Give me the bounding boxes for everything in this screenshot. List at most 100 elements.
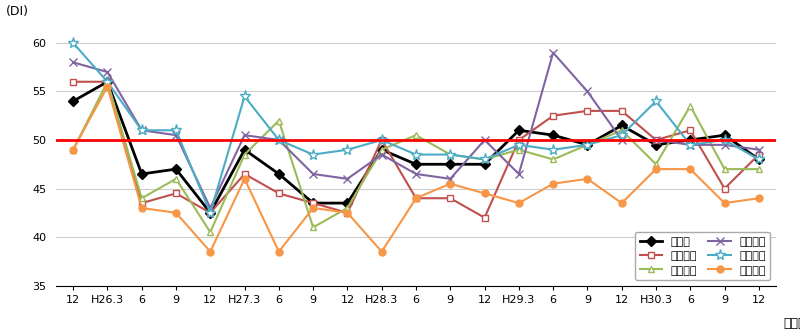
県北地域 xyxy=(480,216,490,220)
鹿行地域 xyxy=(171,133,181,137)
Line: 県全体: 県全体 xyxy=(70,78,762,216)
鹿行地域 xyxy=(377,153,386,157)
Text: (DI): (DI) xyxy=(6,5,29,18)
県西地域 xyxy=(686,167,695,171)
県南地域 xyxy=(171,128,181,132)
県全体 xyxy=(754,157,764,161)
県西地域 xyxy=(377,250,386,254)
県西地域 xyxy=(206,250,215,254)
県南地域 xyxy=(582,143,592,147)
県南地域 xyxy=(446,153,455,157)
鹿行地域 xyxy=(720,143,730,147)
県北地域 xyxy=(274,192,284,196)
県央地域 xyxy=(514,148,524,152)
県北地域 xyxy=(754,153,764,157)
県南地域 xyxy=(308,153,318,157)
鹿行地域 xyxy=(514,172,524,176)
県南地域 xyxy=(206,211,215,215)
県央地域 xyxy=(206,230,215,234)
県西地域 xyxy=(651,167,661,171)
県西地域 xyxy=(754,196,764,200)
県全体 xyxy=(548,133,558,137)
県北地域 xyxy=(720,186,730,191)
県央地域 xyxy=(342,206,352,210)
県西地域 xyxy=(342,211,352,215)
県全体 xyxy=(686,138,695,142)
県央地域 xyxy=(617,128,626,132)
Line: 県南地域: 県南地域 xyxy=(67,37,765,218)
県央地域 xyxy=(377,148,386,152)
県央地域 xyxy=(446,153,455,157)
県北地域 xyxy=(342,211,352,215)
県央地域 xyxy=(651,162,661,166)
県南地域 xyxy=(102,80,112,84)
鹿行地域 xyxy=(240,133,250,137)
Line: 県央地域: 県央地域 xyxy=(70,78,762,236)
県央地域 xyxy=(68,148,78,152)
県西地域 xyxy=(137,206,146,210)
Line: 県西地域: 県西地域 xyxy=(70,83,762,255)
県南地域 xyxy=(686,143,695,147)
県北地域 xyxy=(651,138,661,142)
県西地域 xyxy=(411,196,421,200)
県全体 xyxy=(342,201,352,205)
県西地域 xyxy=(102,85,112,89)
県央地域 xyxy=(548,157,558,161)
県南地域 xyxy=(480,157,490,161)
鹿行地域 xyxy=(651,138,661,142)
県全体 xyxy=(240,148,250,152)
県南地域 xyxy=(411,153,421,157)
県全体 xyxy=(582,143,592,147)
Text: （月）: （月） xyxy=(783,317,800,330)
県全体 xyxy=(171,167,181,171)
県央地域 xyxy=(480,157,490,161)
県北地域 xyxy=(171,192,181,196)
鹿行地域 xyxy=(617,138,626,142)
県北地域 xyxy=(308,201,318,205)
県南地域 xyxy=(274,138,284,142)
県北地域 xyxy=(617,109,626,113)
県全体 xyxy=(720,133,730,137)
県西地域 xyxy=(274,250,284,254)
Line: 県北地域: 県北地域 xyxy=(70,78,762,221)
県西地域 xyxy=(446,182,455,186)
県全体 xyxy=(68,99,78,103)
県西地域 xyxy=(514,201,524,205)
県央地域 xyxy=(102,80,112,84)
鹿行地域 xyxy=(274,138,284,142)
県全体 xyxy=(377,148,386,152)
県南地域 xyxy=(240,94,250,98)
鹿行地域 xyxy=(102,70,112,74)
県北地域 xyxy=(411,196,421,200)
Line: 鹿行地域: 鹿行地域 xyxy=(69,48,763,212)
県北地域 xyxy=(102,80,112,84)
県南地域 xyxy=(651,99,661,103)
県央地域 xyxy=(754,167,764,171)
県央地域 xyxy=(171,177,181,181)
県央地域 xyxy=(686,104,695,108)
県全体 xyxy=(480,162,490,166)
県全体 xyxy=(514,128,524,132)
鹿行地域 xyxy=(68,60,78,65)
県北地域 xyxy=(68,80,78,84)
県北地域 xyxy=(206,211,215,215)
県西地域 xyxy=(240,177,250,181)
鹿行地域 xyxy=(754,148,764,152)
県北地域 xyxy=(240,172,250,176)
県西地域 xyxy=(617,201,626,205)
県北地域 xyxy=(582,109,592,113)
県西地域 xyxy=(720,201,730,205)
県西地域 xyxy=(308,206,318,210)
県全体 xyxy=(206,211,215,215)
県南地域 xyxy=(754,157,764,161)
鹿行地域 xyxy=(480,138,490,142)
県西地域 xyxy=(582,177,592,181)
県央地域 xyxy=(720,167,730,171)
県北地域 xyxy=(686,128,695,132)
鹿行地域 xyxy=(446,177,455,181)
県南地域 xyxy=(377,138,386,142)
鹿行地域 xyxy=(582,89,592,93)
県西地域 xyxy=(480,192,490,196)
県全体 xyxy=(137,172,146,176)
県南地域 xyxy=(68,41,78,45)
